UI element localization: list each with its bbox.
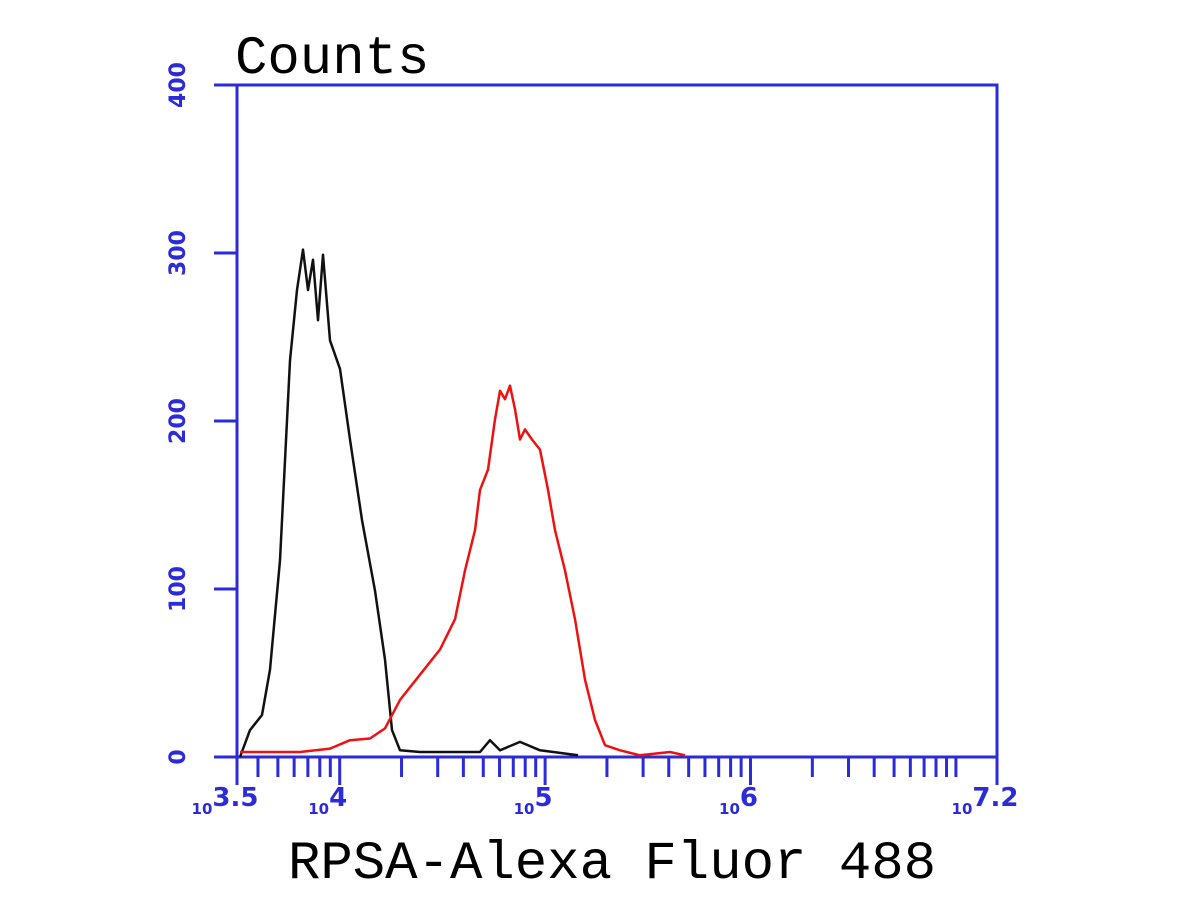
x-tick-label: 104 — [308, 783, 347, 818]
y-tick-label: 200 — [166, 398, 191, 444]
x-tick-label: 106 — [719, 783, 758, 818]
histogram-line — [238, 248, 579, 758]
x-tick-power: 7.2 — [972, 783, 1018, 813]
x-axis-label: RPSA-Alexa Fluor 488 — [288, 834, 936, 895]
x-tick-power: 4 — [329, 783, 347, 813]
x-tick-base: 10 — [514, 800, 535, 818]
x-tick-base: 10 — [308, 800, 329, 818]
y-tick-label: 0 — [166, 749, 191, 764]
plot-frame — [235, 83, 999, 759]
y-tick-label: 100 — [166, 566, 191, 612]
chart-title: Counts — [235, 29, 429, 90]
x-tick-power: 3.5 — [212, 783, 258, 813]
x-tick-base: 10 — [952, 800, 973, 818]
histogram-line — [240, 384, 686, 757]
x-tick-label: 107.2 — [952, 783, 1019, 818]
x-tick-label: 105 — [514, 783, 553, 818]
x-tick-power: 5 — [534, 783, 552, 813]
x-tick-base: 10 — [719, 800, 740, 818]
x-tick-power: 6 — [740, 783, 758, 813]
y-tick-label: 300 — [166, 230, 191, 276]
x-tick-base: 10 — [192, 800, 213, 818]
y-tick-label: 400 — [166, 62, 191, 108]
x-tick-label: 103.5 — [192, 783, 259, 818]
